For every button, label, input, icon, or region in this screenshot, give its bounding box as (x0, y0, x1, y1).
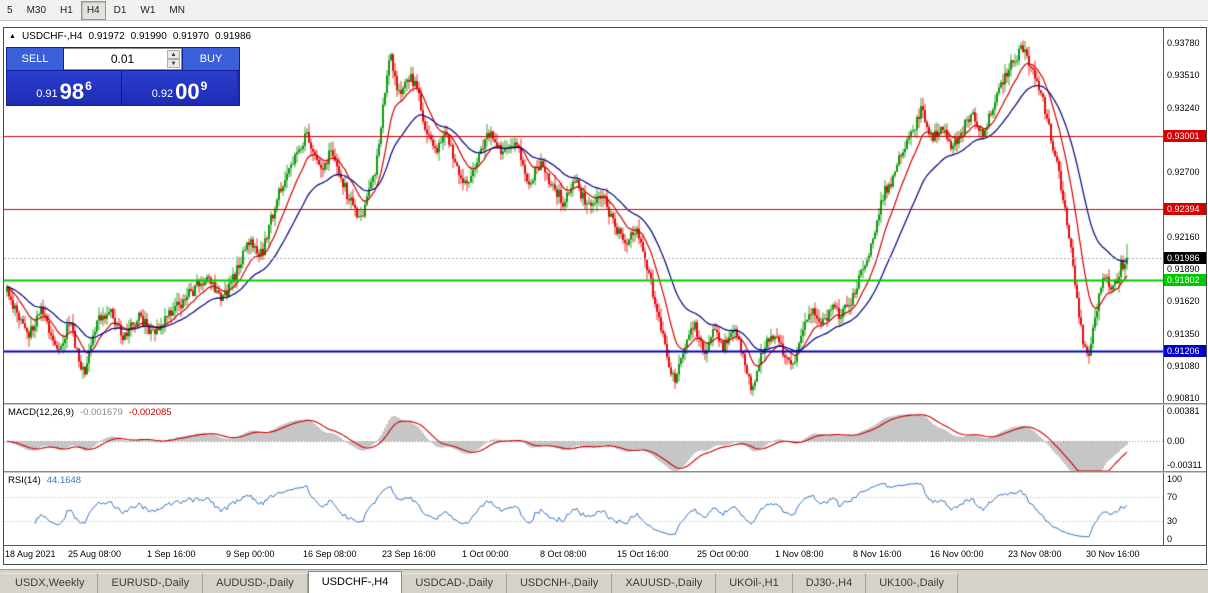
timeframe-button-5[interactable]: 5 (7, 4, 13, 16)
timeframe-button-m30[interactable]: M30 (26, 4, 47, 16)
sell-price-pips: 98 (59, 79, 85, 104)
price-axis-label: 0.90810 (1167, 393, 1200, 404)
lot-decrease-arrow[interactable]: ▼ (167, 59, 180, 68)
time-axis[interactable]: 18 Aug 2021 25 Aug 08:00 1 Sep 16:00 9 Sep … (4, 546, 1206, 564)
buy-button[interactable]: BUY (182, 48, 239, 70)
lot-spinner: ▲ ▼ (167, 50, 180, 68)
timeframe-button-h4[interactable]: H4 (80, 0, 106, 20)
chart-tabs-bar: USDX,Weekly EURUSD-,Daily AUDUSD-,Daily USD… (0, 569, 1208, 593)
price-axis-label: 0.93240 (1167, 102, 1200, 113)
macd-signal-value: -0.002085 (128, 407, 172, 418)
buy-price-point: 9 (200, 79, 208, 93)
time-axis-label: 23 Nov 08:00 (1008, 549, 1062, 559)
timeframe-button-w1[interactable]: W1 (140, 4, 156, 16)
timeframe-button-mn[interactable]: MN (169, 4, 185, 16)
one-click-trading-panel: SELL 0.01 ▲ ▼ BUY 0.91 98 6 0.92 00 9 (6, 47, 240, 106)
price-axis-label: 0.93780 (1167, 37, 1200, 48)
time-axis-label: 25 Aug 08:00 (68, 549, 122, 559)
sell-price-point: 6 (85, 79, 92, 93)
sell-button[interactable]: SELL (7, 48, 64, 70)
chart-title-bar: ▲ USDCHF-,H4 0.91972 0.91990 0.91970 0.9… (9, 31, 251, 42)
time-axis-label: 8 Nov 16:00 (853, 549, 902, 559)
price-axis-label: 0.91620 (1167, 296, 1200, 307)
timeframe-button-h1[interactable]: H1 (60, 4, 73, 16)
price-axis-label: 0.92700 (1167, 167, 1200, 178)
rsi-label: RSI(14) 44.1648 (8, 475, 81, 486)
rsi-axis-label: 0 (1167, 534, 1173, 544)
time-axis-label: 25 Oct 00:00 (697, 549, 749, 559)
macd-axis-label: 0.00381 (1167, 406, 1200, 416)
chart-tab-usdchf-h4[interactable]: USDCHF-,H4 (307, 571, 403, 593)
chart-tab-eurusd-daily[interactable]: EURUSD-,Daily (98, 573, 204, 593)
timeframe-button-d1[interactable]: D1 (113, 4, 127, 16)
time-axis-label: 23 Sep 16:00 (382, 549, 436, 559)
chart-frame: ▲ USDCHF-,H4 0.91972 0.91990 0.91970 0.9… (3, 27, 1207, 565)
price-axis-label: 0.92160 (1167, 231, 1200, 242)
rsi-name: RSI(14) (8, 475, 41, 486)
time-axis-label: 9 Sep 00:00 (226, 549, 275, 559)
time-axis-label: 15 Oct 16:00 (617, 549, 669, 559)
price-line-label-0.92394[interactable]: 0.92394 (1164, 202, 1206, 215)
time-axis-label: 1 Oct 00:00 (462, 549, 509, 559)
macd-name: MACD(12,26,9) (8, 407, 74, 418)
price-axis-label: 0.91890 (1167, 264, 1200, 275)
chart-tab-dj30-h4[interactable]: DJ30-,H4 (792, 573, 867, 593)
buy-price[interactable]: 0.92 00 9 (122, 71, 237, 105)
chart-tab-uk100-daily[interactable]: UK100-,Daily (866, 573, 959, 593)
time-axis-label: 1 Sep 16:00 (147, 549, 196, 559)
macd-axis-label: -0.00311 (1167, 460, 1202, 470)
chart-tab-usdcnh-daily[interactable]: USDCNH-,Daily (506, 573, 613, 593)
time-axis-label: 18 Aug 2021 (5, 549, 56, 559)
price-line-label-0.91802[interactable]: 0.91802 (1164, 273, 1206, 286)
price-line-label-0.91986[interactable]: 0.91986 (1164, 251, 1206, 264)
lot-size-field[interactable]: 0.01 ▲ ▼ (64, 48, 182, 70)
price-scale[interactable]: 0.93780 0.93510 0.93240 0.92700 0.92160 0.918… (1164, 28, 1206, 545)
time-axis-label: 8 Oct 08:00 (540, 549, 587, 559)
chart-tab-ukoil-h1[interactable]: UKOil-,H1 (716, 573, 793, 593)
rsi-indicator-canvas[interactable] (4, 473, 1163, 545)
sell-price-prefix: 0.91 (36, 88, 58, 100)
chart-tab-xauusd-daily[interactable]: XAUUSD-,Daily (612, 573, 717, 593)
rsi-axis-label: 30 (1167, 516, 1178, 526)
price-line-label-0.93001[interactable]: 0.93001 (1164, 130, 1206, 143)
price-axis-label: 0.91080 (1167, 360, 1200, 371)
ohlc-low: 0.91970 (172, 31, 209, 42)
price-line-label-0.91206[interactable]: 0.91206 (1164, 344, 1206, 357)
time-axis-label: 30 Nov 16:00 (1086, 549, 1140, 559)
sell-price[interactable]: 0.91 98 6 (7, 71, 122, 105)
time-axis-label: 16 Nov 00:00 (930, 549, 984, 559)
buy-price-prefix: 0.92 (151, 88, 174, 100)
collapse-icon[interactable]: ▲ (9, 33, 16, 40)
chart-tab-audusd-daily[interactable]: AUDUSD-,Daily (203, 573, 308, 593)
chart-tab-usdx-weekly[interactable]: USDX,Weekly (2, 573, 99, 593)
price-axis-label: 0.91350 (1167, 328, 1200, 339)
macd-indicator-canvas[interactable] (4, 405, 1163, 471)
price-axis-label: 0.93510 (1167, 70, 1200, 81)
time-axis-label: 16 Sep 08:00 (303, 549, 357, 559)
macd-axis-label: 0.00 (1167, 436, 1185, 447)
rsi-panel-divider[interactable] (4, 471, 1206, 473)
price-scale-divider (1163, 28, 1164, 545)
timeframe-toolbar: 5 M30 H1 H4 D1 W1 MN (0, 0, 1208, 21)
lot-size-value[interactable]: 0.01 (110, 52, 135, 66)
ohlc-open: 0.91972 (88, 31, 125, 42)
macd-panel-divider[interactable] (4, 403, 1206, 405)
rsi-axis-label: 70 (1167, 492, 1178, 502)
rsi-value: 44.1648 (46, 475, 82, 486)
time-axis-label: 1 Nov 08:00 (775, 549, 824, 559)
rsi-axis-label: 100 (1167, 474, 1183, 484)
chart-symbol-title: USDCHF-,H4 (21, 31, 83, 42)
ohlc-close: 0.91986 (214, 31, 252, 42)
time-axis-divider (4, 545, 1206, 546)
macd-value: -0.001679 (80, 407, 123, 418)
chart-tab-usdcad-daily[interactable]: USDCAD-,Daily (402, 573, 507, 593)
ohlc-high: 0.91990 (130, 31, 167, 42)
macd-label: MACD(12,26,9) -0.001679 -0.002085 (8, 407, 172, 418)
buy-price-pips: 00 (175, 79, 200, 104)
lot-increase-arrow[interactable]: ▲ (167, 50, 180, 59)
